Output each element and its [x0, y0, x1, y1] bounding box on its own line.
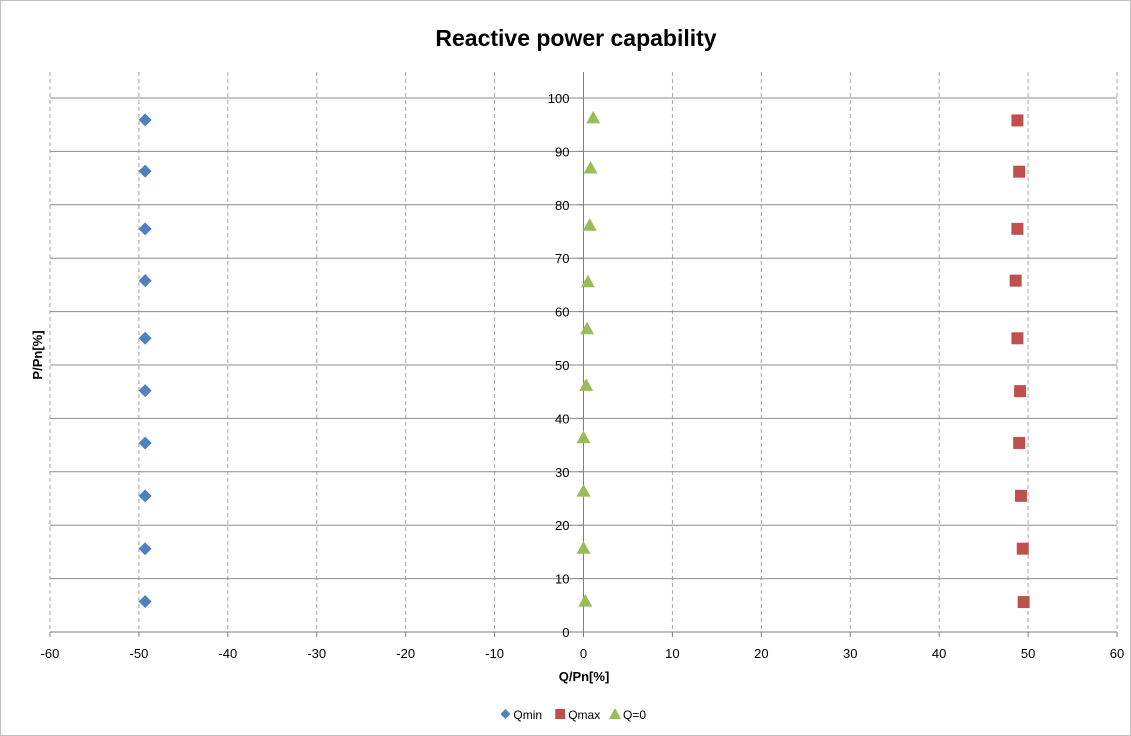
data-point-q-0: [576, 430, 591, 444]
data-point-qmin: [138, 113, 152, 127]
data-point-q-0: [578, 594, 593, 607]
legend-marker: [500, 709, 511, 719]
y-tick-label: 10: [555, 572, 569, 587]
legend-item-q-0: Q=0: [609, 708, 646, 722]
y-tick-label: 60: [555, 305, 569, 320]
x-tick-label: 60: [1110, 646, 1124, 661]
data-point-qmax: [1017, 596, 1030, 609]
data-point-q-0: [579, 378, 594, 391]
x-tick-label: 40: [932, 646, 946, 661]
x-tick-label: -20: [396, 646, 415, 661]
data-point-q-0: [576, 484, 591, 497]
chart-title: Reactive power capability: [435, 25, 716, 51]
y-axis-label: P/Pn[%]: [30, 330, 45, 379]
data-point-qmin: [138, 436, 152, 450]
y-tick-label: 40: [555, 411, 569, 426]
data-point-qmin: [138, 384, 152, 398]
data-point-qmin: [138, 331, 152, 345]
y-tick-label: 30: [555, 465, 569, 480]
legend-label: Qmax: [568, 708, 600, 722]
data-point-qmax: [1013, 165, 1026, 178]
data-point-qmin: [138, 489, 152, 503]
legend-item-qmax: Qmax: [555, 708, 600, 722]
data-point-qmax: [1016, 542, 1029, 555]
data-point-qmin: [138, 542, 152, 556]
data-point-qmin: [138, 274, 152, 288]
legend-label: Q=0: [623, 708, 646, 722]
x-tick-label: -10: [485, 646, 504, 661]
legend-item-qmin: Qmin: [500, 708, 542, 722]
y-tick-label: 80: [555, 198, 569, 213]
legend-marker: [609, 708, 621, 719]
y-tick-label: 100: [548, 91, 570, 106]
data-point-q-0: [586, 110, 601, 124]
data-point-qmax: [1011, 114, 1024, 127]
y-tick-label: 70: [555, 251, 569, 266]
data-point-qmax: [1011, 222, 1024, 235]
legend-label: Qmin: [513, 708, 542, 722]
x-tick-label: -40: [218, 646, 237, 661]
x-tick-label: 20: [754, 646, 768, 661]
x-tick-label: 50: [1021, 646, 1035, 661]
data-point-qmax: [1014, 489, 1027, 502]
data-point-qmin: [138, 595, 152, 609]
y-tick-label: 50: [555, 358, 569, 373]
data-point-qmax: [1009, 274, 1022, 287]
tick-labels: -60 -50 -40 -30 -20 -10 0 10 20 30 40 50 60 0 10 20 30 40…: [41, 91, 1125, 661]
data-markers: [138, 110, 1030, 609]
data-point-q-0: [576, 541, 591, 554]
y-tick-label: 90: [555, 144, 569, 159]
x-tick-label: 30: [843, 646, 857, 661]
data-point-q-0: [580, 274, 595, 288]
data-point-qmin: [138, 164, 152, 178]
data-point-qmax: [1013, 436, 1026, 449]
data-point-q-0: [580, 321, 595, 335]
data-point-qmin: [138, 222, 152, 236]
legend: Qmin Qmax Q=0: [500, 708, 646, 722]
y-tick-label: 20: [555, 518, 569, 533]
y-tick-label: 0: [562, 625, 569, 640]
x-tick-label: -60: [41, 646, 60, 661]
data-point-q-0: [582, 218, 597, 231]
x-axis-label: Q/Pn[%]: [559, 669, 610, 684]
data-point-qmax: [1011, 332, 1024, 345]
data-point-qmax: [1014, 385, 1027, 398]
x-tick-label: -30: [307, 646, 326, 661]
data-point-q-0: [583, 160, 598, 174]
legend-marker: [555, 709, 566, 719]
x-tick-label: -50: [130, 646, 149, 661]
x-tick-label: 0: [580, 646, 587, 661]
x-tick-label: 10: [665, 646, 679, 661]
